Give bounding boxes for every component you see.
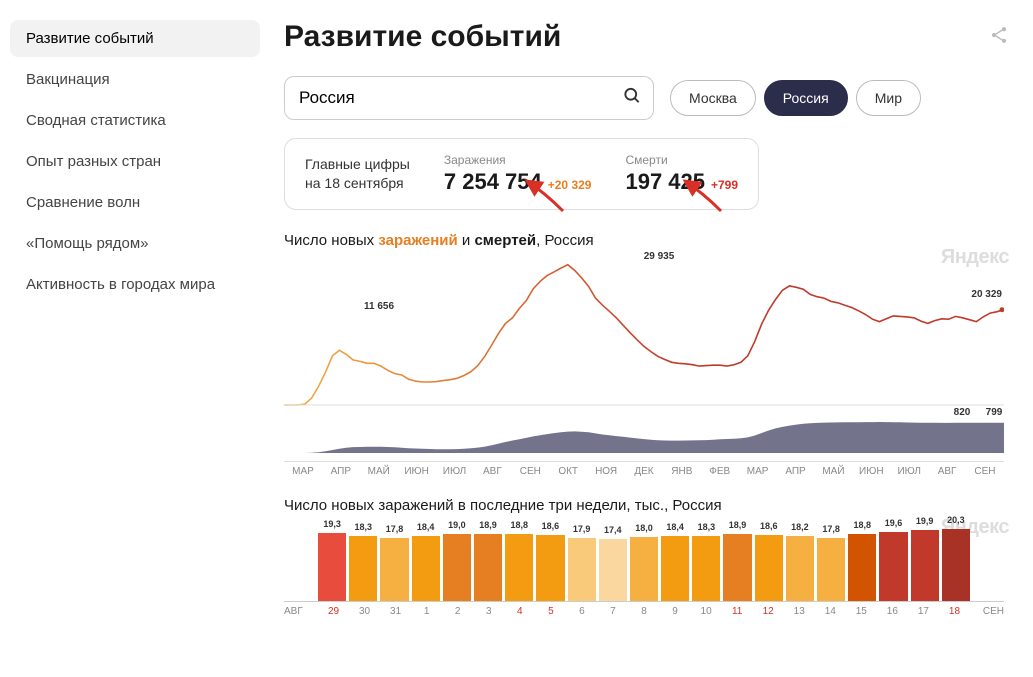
page-title: Развитие событий (284, 20, 561, 54)
sidebar-item-6[interactable]: Активность в городах мира (10, 266, 260, 303)
bar-15: 18,8 (848, 534, 876, 601)
bar-6: 17,9 (568, 538, 596, 601)
sidebar-item-1[interactable]: Вакцинация (10, 61, 260, 98)
bar-4: 18,8 (505, 534, 533, 601)
bar-7: 17,4 (599, 539, 627, 601)
stat-infections: Заражения 7 254 754 +20 329 (444, 153, 592, 195)
line-chart-x-axis: МАРАПРМАЙИЮНИЮЛАВГСЕНОКТНОЯДЕКЯНВФЕВМАРА… (284, 461, 1004, 477)
bar-29: 19,3 (318, 533, 346, 601)
bar-10: 18,3 (692, 536, 720, 601)
pill-moscow[interactable]: Москва (670, 80, 756, 116)
chart-point-label: 11 656 (364, 301, 394, 312)
main-content: Развитие событий Москва Россия Мир Главн… (260, 0, 1033, 677)
region-searchbox[interactable] (284, 76, 654, 120)
bar-8: 18,0 (630, 537, 658, 601)
stat-deaths-label: Смерти (625, 153, 738, 167)
bar-chart-x-axis: АВГ293031123456789101112131415161718СЕН (284, 602, 1004, 617)
bar-chart-bars: 19,318,317,818,419,018,918,818,617,917,4… (284, 520, 1004, 602)
region-pill-group: Москва Россия Мир (670, 80, 921, 116)
stat-infections-delta: +20 329 (548, 178, 592, 192)
pill-world[interactable]: Мир (856, 80, 921, 116)
line-chart-svg (284, 255, 1004, 453)
bar-13: 18,2 (786, 536, 814, 601)
search-input[interactable] (284, 76, 654, 120)
bar-31: 17,8 (380, 538, 408, 601)
sidebar-item-4[interactable]: Сравнение волн (10, 184, 260, 221)
bar-chart-title: Число новых заражений в последние три не… (284, 497, 1009, 514)
bar-11: 18,9 (723, 534, 751, 601)
stat-deaths-delta: +799 (711, 178, 738, 192)
stat-infections-label: Заражения (444, 153, 592, 167)
bar-5: 18,6 (536, 535, 564, 601)
chart-sub-label: 799 (986, 407, 1003, 418)
bar-2: 19,0 (443, 534, 471, 601)
stats-caption: Главные цифры на 18 сентября (305, 155, 410, 193)
bar-17: 19,9 (911, 530, 939, 601)
bar-1: 18,4 (412, 536, 440, 601)
sidebar-item-0[interactable]: Развитие событий (10, 20, 260, 57)
pill-russia[interactable]: Россия (764, 80, 848, 116)
stat-deaths-value: 197 425 (625, 169, 705, 195)
sidebar: Развитие событий Вакцинация Сводная статис… (0, 0, 260, 677)
search-icon[interactable] (622, 86, 642, 111)
bar-9: 18,4 (661, 536, 689, 601)
stats-caption-line1: Главные цифры (305, 155, 410, 174)
bar-18: 20,3 (942, 529, 970, 601)
line-chart: 11 65629 93520 329820799 (284, 255, 1004, 453)
sidebar-item-3[interactable]: Опыт разных стран (10, 143, 260, 180)
bar-30: 18,3 (349, 536, 377, 601)
bar-12: 18,6 (755, 535, 783, 601)
sidebar-item-2[interactable]: Сводная статистика (10, 102, 260, 139)
chart-point-label: 20 329 (971, 289, 1002, 300)
share-icon[interactable] (989, 25, 1009, 50)
bar-chart: 19,318,317,818,419,018,918,818,617,917,4… (284, 520, 1004, 617)
key-stats-card: Главные цифры на 18 сентября Заражения 7… (284, 138, 759, 210)
stat-deaths: Смерти 197 425 +799 (625, 153, 738, 195)
stat-infections-value: 7 254 754 (444, 169, 542, 195)
sidebar-item-5[interactable]: «Помощь рядом» (10, 225, 260, 262)
chart-point-label: 29 935 (644, 251, 675, 262)
chart-sub-label: 820 (954, 407, 971, 418)
line-chart-title: Число новых заражений и смертей, Россия (284, 232, 1009, 249)
bar-16: 19,6 (879, 532, 907, 601)
stats-caption-line2: на 18 сентября (305, 174, 410, 193)
bar-14: 17,8 (817, 538, 845, 601)
bar-3: 18,9 (474, 534, 502, 601)
